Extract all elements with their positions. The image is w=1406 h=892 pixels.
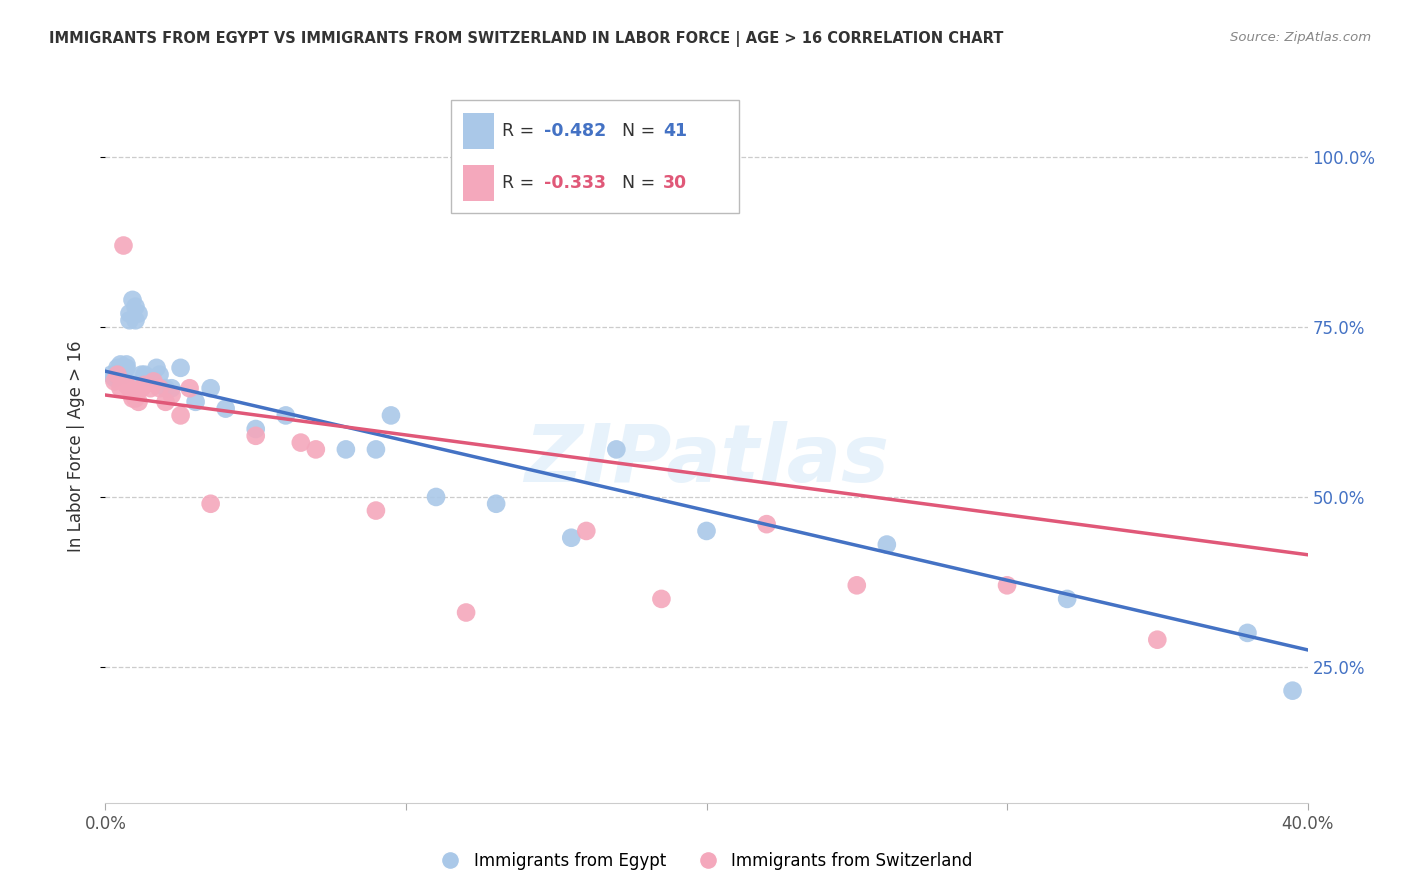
Point	[696, 524, 718, 538]
Point	[118, 306, 141, 320]
Point	[1056, 591, 1078, 606]
Point	[485, 497, 508, 511]
Point	[103, 371, 125, 385]
Point	[169, 360, 191, 375]
Point	[148, 368, 170, 382]
Point	[134, 377, 156, 392]
Point	[425, 490, 447, 504]
Text: Source: ZipAtlas.com: Source: ZipAtlas.com	[1230, 31, 1371, 45]
Legend: Immigrants from Egypt, Immigrants from Switzerland: Immigrants from Egypt, Immigrants from S…	[427, 846, 979, 877]
Point	[169, 409, 191, 423]
Point	[995, 578, 1018, 592]
Point	[155, 381, 177, 395]
Point	[560, 531, 582, 545]
Point	[107, 368, 129, 382]
Point	[305, 442, 328, 457]
Point	[364, 442, 387, 457]
Point	[128, 394, 150, 409]
Point	[1146, 632, 1168, 647]
Point	[274, 409, 297, 423]
Point	[155, 394, 177, 409]
Point	[142, 375, 165, 389]
Point	[214, 401, 236, 416]
Point	[845, 578, 868, 592]
Point	[131, 381, 153, 395]
Point	[160, 381, 183, 395]
Point	[1281, 683, 1303, 698]
Text: IMMIGRANTS FROM EGYPT VS IMMIGRANTS FROM SWITZERLAND IN LABOR FORCE | AGE > 16 C: IMMIGRANTS FROM EGYPT VS IMMIGRANTS FROM…	[49, 31, 1004, 47]
Point	[454, 606, 477, 620]
Point	[245, 429, 267, 443]
Point	[112, 368, 135, 382]
Point	[100, 368, 122, 382]
Point	[107, 360, 129, 375]
Point	[110, 358, 132, 372]
Point	[200, 381, 222, 395]
Point	[131, 368, 153, 382]
Point	[124, 313, 146, 327]
Point	[605, 442, 627, 457]
Point	[245, 422, 267, 436]
Point	[134, 368, 156, 382]
Point	[115, 360, 138, 375]
Point	[115, 358, 138, 372]
Point	[650, 591, 672, 606]
Point	[380, 409, 402, 423]
Text: ZIPatlas: ZIPatlas	[524, 421, 889, 500]
Point	[575, 524, 598, 538]
Point	[103, 375, 125, 389]
Point	[118, 381, 141, 395]
Point	[1236, 626, 1258, 640]
Point	[121, 392, 143, 406]
Point	[200, 497, 222, 511]
Point	[148, 381, 170, 395]
Point	[364, 503, 387, 517]
Point	[112, 364, 135, 378]
Point	[876, 537, 898, 551]
Point	[121, 293, 143, 307]
Point	[755, 517, 778, 532]
Point	[110, 364, 132, 378]
Point	[139, 381, 162, 395]
Point	[290, 435, 312, 450]
Point	[112, 238, 135, 252]
Point	[139, 371, 162, 385]
Y-axis label: In Labor Force | Age > 16: In Labor Force | Age > 16	[66, 340, 84, 552]
Point	[128, 306, 150, 320]
Point	[107, 368, 129, 382]
Point	[179, 381, 201, 395]
Point	[124, 392, 146, 406]
Point	[145, 360, 167, 375]
Point	[160, 388, 183, 402]
Point	[124, 300, 146, 314]
Point	[335, 442, 357, 457]
Point	[184, 394, 207, 409]
Point	[115, 377, 138, 392]
Point	[110, 381, 132, 395]
Point	[118, 313, 141, 327]
